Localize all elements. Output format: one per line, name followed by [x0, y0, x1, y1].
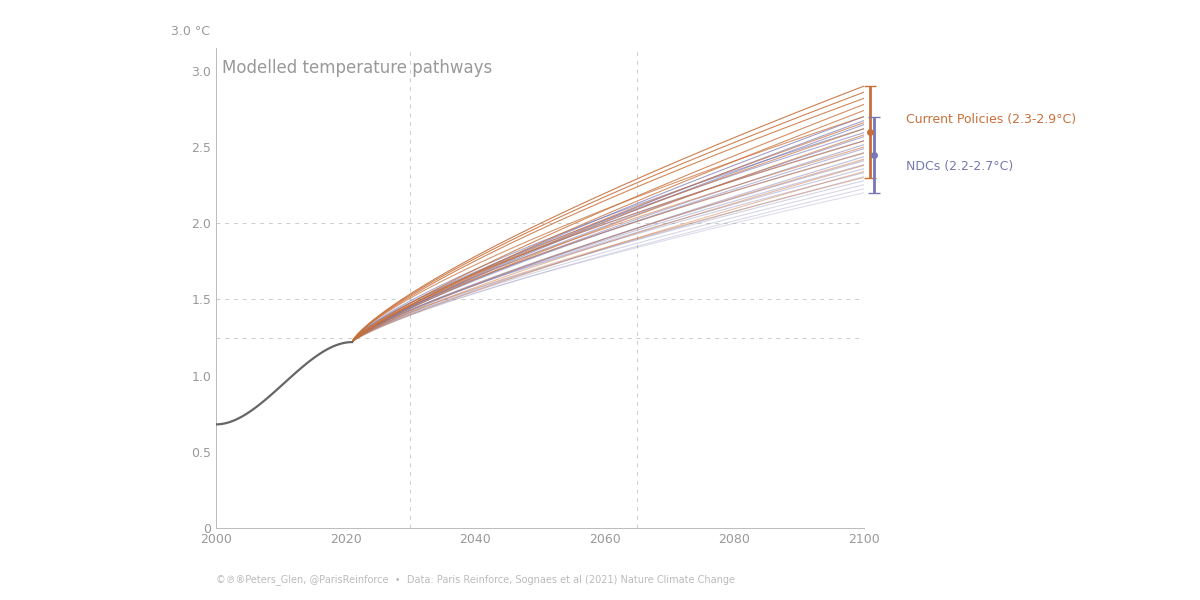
Text: Modelled temperature pathways: Modelled temperature pathways — [222, 59, 493, 77]
Text: ©℗®Peters_Glen, @ParisReinforce  •  Data: Paris Reinforce, Sognaes et al (2021) : ©℗®Peters_Glen, @ParisReinforce • Data: … — [216, 574, 734, 585]
Text: NDCs (2.2-2.7°C): NDCs (2.2-2.7°C) — [906, 160, 1013, 173]
Text: 3.0 °C: 3.0 °C — [170, 25, 210, 38]
Text: Current Policies (2.3-2.9°C): Current Policies (2.3-2.9°C) — [906, 113, 1076, 127]
